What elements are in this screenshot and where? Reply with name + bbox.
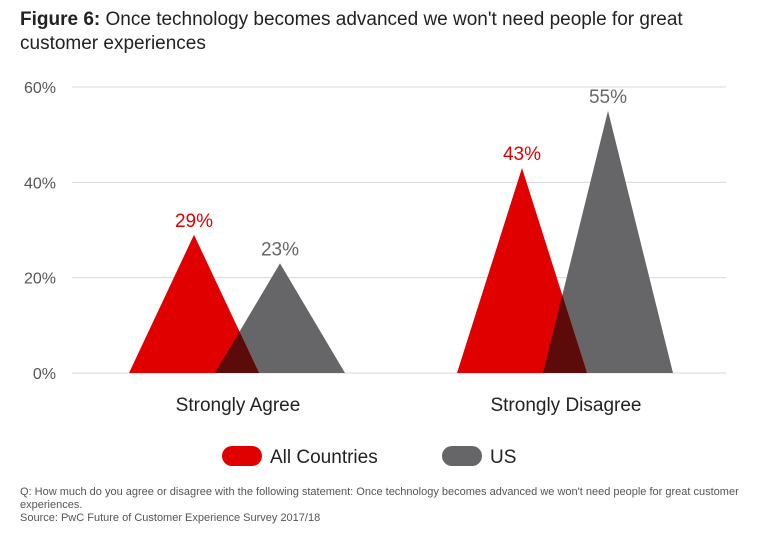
bar-all-countries: [457, 168, 587, 373]
data-label-us: 55%: [589, 87, 627, 108]
chart: 0% 20% 40% 60% 29% 23% Strongly Agree 43% 55% Str…: [24, 80, 726, 468]
figure-label: Figure 6:: [20, 9, 101, 30]
question-note: Q: How much do you agree or disagree wit…: [20, 486, 739, 511]
data-label-all-countries: 29%: [175, 211, 213, 232]
category-label: Strongly Agree: [176, 395, 301, 416]
legend-all-countries-swatch: [222, 446, 262, 466]
y-tick-label: 60%: [24, 80, 56, 97]
overlap-region: [215, 331, 259, 373]
source-note: Source: PwC Future of Customer Experienc…: [20, 512, 321, 524]
data-label-us: 23%: [261, 239, 299, 260]
y-tick-label: 0%: [33, 366, 56, 383]
legend-us-swatch: [442, 446, 482, 466]
y-tick-label: 20%: [24, 271, 56, 288]
bar-us: [215, 263, 345, 373]
overlap-region: [543, 295, 587, 373]
legend-all-countries-label: All Countries: [270, 447, 378, 468]
bar-us: [543, 110, 673, 373]
chart-notes: Q: How much do you agree or disagree wit…: [20, 486, 750, 525]
y-tick-label: 40%: [24, 175, 56, 192]
figure-title-text: Once technology becomes advanced we won'…: [20, 9, 683, 54]
category-label: Strongly Disagree: [490, 395, 641, 416]
data-label-all-countries: 43%: [503, 144, 541, 165]
legend-us-label: US: [490, 447, 516, 468]
bar-all-countries: [129, 234, 259, 373]
chart-title: Figure 6: Once technology becomes advanc…: [20, 8, 740, 56]
